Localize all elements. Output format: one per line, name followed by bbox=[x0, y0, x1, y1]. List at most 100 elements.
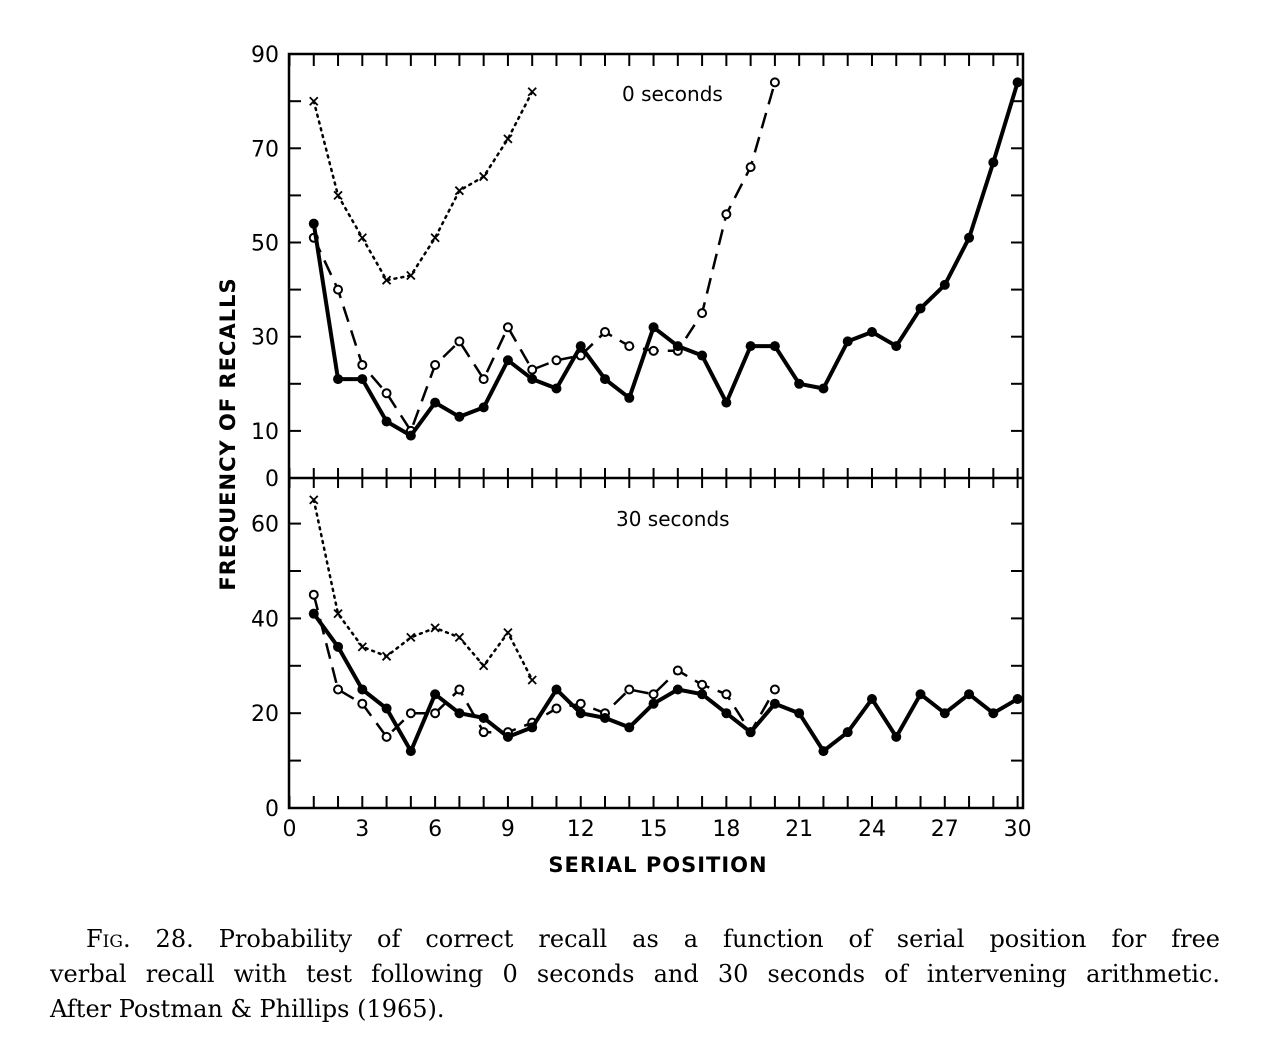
point-marker-filled-circle bbox=[551, 383, 562, 394]
point-marker-open-circle bbox=[527, 364, 538, 375]
point-marker-filled-circle bbox=[648, 698, 659, 709]
point-marker-open-circle bbox=[308, 589, 319, 600]
point-marker-filled-circle bbox=[988, 157, 999, 168]
x-tick-label: 6 bbox=[428, 817, 442, 842]
x-stroke bbox=[430, 233, 440, 243]
point-marker-open-circle bbox=[551, 703, 562, 714]
point-marker-x bbox=[454, 632, 465, 642]
point-marker-open-circle bbox=[454, 684, 465, 695]
series-line-dashed-open-circle bbox=[312, 82, 777, 433]
point-marker-filled-circle bbox=[527, 722, 538, 733]
point-marker-filled-circle bbox=[964, 689, 975, 700]
point-marker-filled-circle bbox=[600, 712, 611, 723]
y-tick-label: 90 bbox=[251, 43, 279, 68]
point-marker-filled-circle bbox=[891, 731, 902, 742]
y-tick-label: 40 bbox=[251, 607, 279, 632]
point-marker-open-circle bbox=[551, 355, 562, 366]
x-stroke bbox=[503, 134, 513, 144]
point-marker-filled-circle bbox=[672, 684, 683, 695]
y-tick-label: 0 bbox=[265, 467, 279, 492]
point-marker-x bbox=[333, 609, 343, 619]
point-marker-filled-circle bbox=[794, 378, 805, 389]
point-marker-filled-circle bbox=[818, 746, 829, 757]
point-marker-filled-circle bbox=[721, 708, 732, 719]
point-marker-open-circle bbox=[454, 336, 465, 347]
x-tick-label: 30 bbox=[1004, 817, 1032, 842]
point-marker-filled-circle bbox=[600, 374, 611, 385]
x-tick-label: 27 bbox=[931, 817, 959, 842]
point-marker-x bbox=[454, 186, 465, 196]
y-tick-label: 60 bbox=[251, 513, 279, 538]
point-marker-filled-circle bbox=[939, 708, 950, 719]
x-stroke bbox=[406, 632, 416, 642]
point-marker-filled-circle bbox=[745, 727, 756, 738]
series-line-dashed-open-circle bbox=[312, 594, 776, 739]
point-marker-filled-circle bbox=[866, 693, 877, 704]
x-tick-label: 21 bbox=[785, 817, 813, 842]
point-marker-filled-circle bbox=[672, 341, 683, 352]
y-tick-label: 0 bbox=[265, 797, 279, 822]
point-marker-filled-circle bbox=[575, 708, 586, 719]
point-marker-x bbox=[381, 651, 392, 661]
y-tick-label: 20 bbox=[251, 702, 279, 727]
x-stroke bbox=[381, 275, 392, 285]
point-marker-x bbox=[381, 275, 392, 285]
point-marker-open-circle bbox=[575, 698, 586, 709]
caption-line-1-text: 28. Probability of correct recall as a f… bbox=[130, 925, 1220, 953]
point-marker-filled-circle bbox=[381, 416, 392, 427]
point-marker-filled-circle bbox=[333, 374, 344, 385]
point-marker-open-circle bbox=[721, 209, 732, 220]
point-marker-filled-circle bbox=[891, 341, 902, 352]
x-stroke bbox=[333, 609, 343, 619]
point-marker-x bbox=[333, 190, 343, 201]
series-line-solid-filled-circle bbox=[311, 611, 1020, 754]
point-marker-open-circle bbox=[430, 359, 441, 370]
point-marker-filled-circle bbox=[769, 341, 780, 352]
point-marker-filled-circle bbox=[1012, 693, 1023, 704]
point-marker-open-circle bbox=[721, 689, 732, 700]
point-marker-filled-circle bbox=[333, 641, 344, 652]
point-marker-filled-circle bbox=[866, 326, 877, 337]
point-marker-filled-circle bbox=[794, 708, 805, 719]
point-marker-filled-circle bbox=[697, 689, 708, 700]
point-marker-x bbox=[527, 87, 537, 97]
point-marker-open-circle bbox=[478, 374, 489, 385]
x-tick-label: 3 bbox=[355, 817, 369, 842]
top-panel-label: 0 seconds bbox=[622, 82, 723, 106]
point-marker-x bbox=[527, 675, 537, 685]
point-marker-open-circle bbox=[672, 665, 683, 676]
point-marker-filled-circle bbox=[454, 411, 465, 422]
point-marker-open-circle bbox=[648, 345, 659, 356]
point-marker-open-circle bbox=[624, 341, 635, 352]
point-marker-open-circle bbox=[624, 684, 635, 695]
point-marker-open-circle bbox=[648, 689, 659, 700]
x-stroke bbox=[357, 642, 367, 652]
series-line-dotted-x bbox=[312, 498, 534, 682]
point-marker-filled-circle bbox=[624, 392, 635, 403]
point-marker-filled-circle bbox=[624, 722, 635, 733]
x-stroke bbox=[527, 675, 537, 685]
bottom-panel-label: 30 seconds bbox=[616, 507, 730, 531]
x-tick-label: 0 bbox=[283, 817, 297, 842]
caption-line-1: Fig. 28. Probability of correct recall a… bbox=[50, 922, 1220, 957]
point-marker-filled-circle bbox=[915, 689, 926, 700]
point-marker-open-circle bbox=[405, 708, 416, 719]
axis-ticks bbox=[288, 54, 1023, 808]
y-axis-title: FREQUENCY OF RECALLS bbox=[216, 277, 240, 590]
x-tick-label: 9 bbox=[501, 817, 515, 842]
caption-line-2: verbal recall with test following 0 seco… bbox=[50, 960, 1220, 988]
point-marker-open-circle bbox=[697, 308, 708, 319]
point-marker-open-circle bbox=[430, 708, 441, 719]
point-marker-open-circle bbox=[478, 727, 489, 738]
point-marker-filled-circle bbox=[697, 350, 708, 361]
x-stroke bbox=[357, 233, 367, 243]
point-marker-filled-circle bbox=[964, 232, 975, 243]
x-stroke bbox=[454, 186, 465, 196]
x-tick-label: 18 bbox=[712, 817, 740, 842]
point-marker-filled-circle bbox=[502, 731, 513, 742]
point-marker-x bbox=[479, 171, 489, 182]
figure-caption: Fig. 28. Probability of correct recall a… bbox=[50, 922, 1220, 1027]
point-marker-open-circle bbox=[600, 326, 611, 337]
y-tick-label: 50 bbox=[251, 232, 279, 257]
point-marker-filled-circle bbox=[502, 355, 513, 366]
